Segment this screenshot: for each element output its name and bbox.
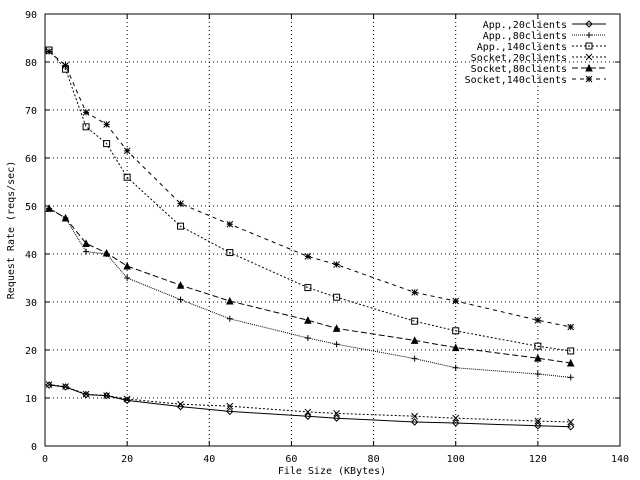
legend-entry: App.,80clients — [483, 31, 606, 42]
y-tick-label: 20 — [25, 346, 37, 357]
y-tick-label: 40 — [25, 250, 37, 261]
series-socket-140clients — [45, 48, 575, 331]
y-tick-label: 30 — [25, 298, 37, 309]
data-series — [45, 46, 575, 431]
series-app-140clients — [45, 46, 575, 355]
legend-label: Socket,20clients — [471, 53, 567, 64]
y-tick-label: 10 — [25, 394, 37, 405]
legend-label: Socket,140clients — [465, 75, 567, 86]
x-tick-label: 80 — [368, 454, 380, 465]
x-tick-label: 100 — [447, 454, 465, 465]
x-tick-label: 20 — [121, 454, 133, 465]
series-app-20clients — [45, 381, 575, 431]
legend: App.,20clientsApp.,80clientsApp.,140clie… — [465, 20, 606, 86]
legend-entry: App.,20clients — [483, 20, 606, 31]
legend-entry: Socket,80clients — [471, 63, 606, 75]
x-tick-label: 120 — [529, 454, 547, 465]
series-socket-80clients — [45, 204, 575, 367]
y-tick-label: 80 — [25, 58, 37, 69]
y-tick-label: 60 — [25, 154, 37, 165]
x-axis-label: File Size (KBytes) — [278, 466, 386, 477]
legend-entry: Socket,140clients — [465, 75, 606, 86]
y-axis-label: Request Rate (reqs/sec) — [6, 161, 17, 299]
legend-label: Socket,80clients — [471, 64, 567, 75]
legend-entry: App.,140clients — [477, 42, 606, 53]
y-tick-label: 50 — [25, 202, 37, 213]
y-tick-label: 70 — [25, 106, 37, 117]
series-app-80clients — [46, 205, 574, 381]
x-tick-label: 0 — [42, 454, 48, 465]
series-socket-20clients — [45, 381, 575, 426]
grid-lines — [45, 14, 620, 446]
plot-frame — [44, 13, 621, 447]
legend-label: App.,80clients — [483, 31, 567, 42]
x-tick-label: 60 — [285, 454, 297, 465]
legend-label: App.,20clients — [483, 20, 567, 31]
legend-label: App.,140clients — [477, 42, 567, 53]
legend-entry: Socket,20clients — [471, 53, 606, 64]
x-tick-label: 140 — [611, 454, 629, 465]
y-tick-label: 0 — [31, 442, 37, 453]
y-tick-label: 90 — [25, 10, 37, 21]
x-tick-label: 40 — [203, 454, 215, 465]
axis-ticks: 0 20 40 60 80 100 120 140 0 10 20 30 40 50 60 70 80 90 — [25, 10, 629, 465]
